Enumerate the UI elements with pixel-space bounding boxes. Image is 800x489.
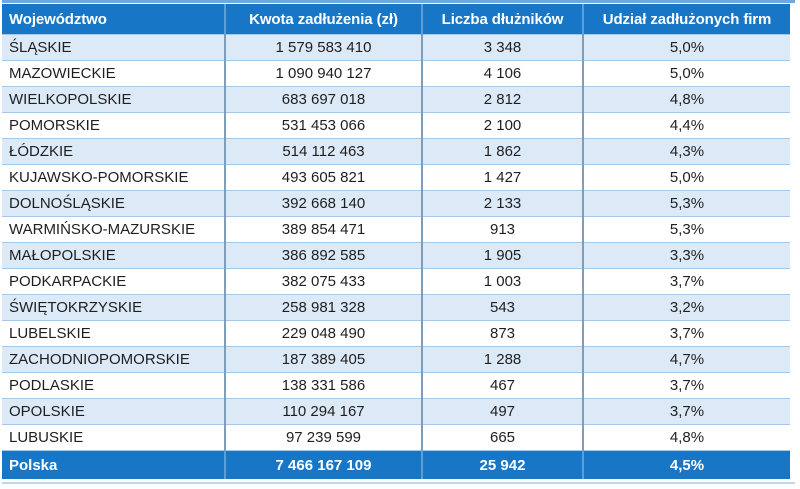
cell-debt-amount: 382 075 433	[225, 268, 423, 295]
cell-debtors-count: 543	[422, 294, 584, 321]
voivodeship-debt-table: Województwo Kwota zadłużenia (zł) Liczba…	[2, 4, 790, 479]
cell-debt-amount: 389 854 471	[225, 216, 423, 243]
cell-indebted-share: 3,2%	[583, 294, 790, 321]
table-body: ŚLĄSKIE 1 579 583 410 3 348 5,0% MAZOWIE…	[2, 34, 790, 451]
cell-voivodeship: MAŁOPOLSKIE	[2, 242, 226, 269]
table-row: MAZOWIECKIE 1 090 940 127 4 106 5,0%	[2, 60, 790, 87]
cell-indebted-share: 4,7%	[583, 346, 790, 373]
cell-debtors-count: 1 288	[422, 346, 584, 373]
cell-debt-amount: 229 048 490	[225, 320, 423, 347]
cell-indebted-share: 5,3%	[583, 216, 790, 243]
table-row: MAŁOPOLSKIE 386 892 585 1 905 3,3%	[2, 242, 790, 269]
cell-debt-amount: 110 294 167	[225, 398, 423, 425]
table-row: ŚLĄSKIE 1 579 583 410 3 348 5,0%	[2, 34, 790, 61]
cell-voivodeship: KUJAWSKO-POMORSKIE	[2, 164, 226, 191]
table-row: LUBUSKIE 97 239 599 665 4,8%	[2, 424, 790, 451]
cell-voivodeship: LUBUSKIE	[2, 424, 226, 451]
cell-indebted-share: 3,7%	[583, 320, 790, 347]
cell-debt-amount: 1 090 940 127	[225, 60, 423, 87]
cell-indebted-share: 4,8%	[583, 424, 790, 451]
cell-debt-amount: 531 453 066	[225, 112, 423, 139]
cell-debtors-count: 467	[422, 372, 584, 399]
cell-debtors-count: 2 812	[422, 86, 584, 113]
table-row: LUBELSKIE 229 048 490 873 3,7%	[2, 320, 790, 347]
cell-debtors-count: 913	[422, 216, 584, 243]
total-debtors-count: 25 942	[422, 450, 584, 479]
total-row: Polska 7 466 167 109 25 942 4,5%	[2, 450, 790, 479]
table-bottom-border	[2, 482, 795, 484]
header-row: Województwo Kwota zadłużenia (zł) Liczba…	[2, 4, 790, 35]
cell-debt-amount: 493 605 821	[225, 164, 423, 191]
cell-voivodeship: ŁÓDZKIE	[2, 138, 226, 165]
cell-indebted-share: 5,0%	[583, 164, 790, 191]
cell-debt-amount: 187 389 405	[225, 346, 423, 373]
column-header-debt-amount: Kwota zadłużenia (zł)	[225, 4, 423, 35]
cell-debt-amount: 683 697 018	[225, 86, 423, 113]
table-row: ŁÓDZKIE 514 112 463 1 862 4,3%	[2, 138, 790, 165]
cell-voivodeship: MAZOWIECKIE	[2, 60, 226, 87]
total-indebted-share: 4,5%	[583, 450, 790, 479]
cell-voivodeship: ŚLĄSKIE	[2, 34, 226, 61]
cell-debtors-count: 2 100	[422, 112, 584, 139]
cell-voivodeship: OPOLSKIE	[2, 398, 226, 425]
cell-debt-amount: 386 892 585	[225, 242, 423, 269]
cell-voivodeship: POMORSKIE	[2, 112, 226, 139]
cell-voivodeship: ŚWIĘTOKRZYSKIE	[2, 294, 226, 321]
cell-voivodeship: PODKARPACKIE	[2, 268, 226, 295]
cell-debtors-count: 1 427	[422, 164, 584, 191]
table-row: POMORSKIE 531 453 066 2 100 4,4%	[2, 112, 790, 139]
cell-debtors-count: 1 905	[422, 242, 584, 269]
cell-debtors-count: 665	[422, 424, 584, 451]
table-row: PODKARPACKIE 382 075 433 1 003 3,7%	[2, 268, 790, 295]
cell-voivodeship: WARMIŃSKO-MAZURSKIE	[2, 216, 226, 243]
table-row: PODLASKIE 138 331 586 467 3,7%	[2, 372, 790, 399]
cell-indebted-share: 4,4%	[583, 112, 790, 139]
cell-debtors-count: 4 106	[422, 60, 584, 87]
cell-voivodeship: LUBELSKIE	[2, 320, 226, 347]
cell-indebted-share: 3,7%	[583, 268, 790, 295]
cell-debt-amount: 514 112 463	[225, 138, 423, 165]
cell-indebted-share: 3,7%	[583, 398, 790, 425]
cell-debtors-count: 3 348	[422, 34, 584, 61]
cell-indebted-share: 4,3%	[583, 138, 790, 165]
total-label: Polska	[2, 450, 226, 479]
total-debt-amount: 7 466 167 109	[225, 450, 423, 479]
cell-indebted-share: 4,8%	[583, 86, 790, 113]
cell-debt-amount: 1 579 583 410	[225, 34, 423, 61]
cell-debt-amount: 392 668 140	[225, 190, 423, 217]
cell-voivodeship: ZACHODNIOPOMORSKIE	[2, 346, 226, 373]
table-row: ZACHODNIOPOMORSKIE 187 389 405 1 288 4,7…	[2, 346, 790, 373]
cell-debtors-count: 497	[422, 398, 584, 425]
cell-indebted-share: 5,3%	[583, 190, 790, 217]
cell-debt-amount: 258 981 328	[225, 294, 423, 321]
table-row: ŚWIĘTOKRZYSKIE 258 981 328 543 3,2%	[2, 294, 790, 321]
table-row: KUJAWSKO-POMORSKIE 493 605 821 1 427 5,0…	[2, 164, 790, 191]
column-header-debtors-count: Liczba dłużników	[422, 4, 584, 35]
cell-indebted-share: 5,0%	[583, 60, 790, 87]
cell-voivodeship: DOLNOŚLĄSKIE	[2, 190, 226, 217]
cell-indebted-share: 3,7%	[583, 372, 790, 399]
cell-indebted-share: 3,3%	[583, 242, 790, 269]
cell-debtors-count: 873	[422, 320, 584, 347]
table-row: OPOLSKIE 110 294 167 497 3,7%	[2, 398, 790, 425]
table-row: DOLNOŚLĄSKIE 392 668 140 2 133 5,3%	[2, 190, 790, 217]
cell-debtors-count: 1 003	[422, 268, 584, 295]
column-header-indebted-share: Udział zadłużonych firm	[583, 4, 790, 35]
cell-voivodeship: WIELKOPOLSKIE	[2, 86, 226, 113]
cell-debt-amount: 97 239 599	[225, 424, 423, 451]
cell-voivodeship: PODLASKIE	[2, 372, 226, 399]
cell-debtors-count: 1 862	[422, 138, 584, 165]
cell-debt-amount: 138 331 586	[225, 372, 423, 399]
cell-debtors-count: 2 133	[422, 190, 584, 217]
table-row: WARMIŃSKO-MAZURSKIE 389 854 471 913 5,3%	[2, 216, 790, 243]
column-header-voivodeship: Województwo	[2, 4, 226, 35]
cell-indebted-share: 5,0%	[583, 34, 790, 61]
table-top-border	[2, 0, 795, 3]
table-row: WIELKOPOLSKIE 683 697 018 2 812 4,8%	[2, 86, 790, 113]
